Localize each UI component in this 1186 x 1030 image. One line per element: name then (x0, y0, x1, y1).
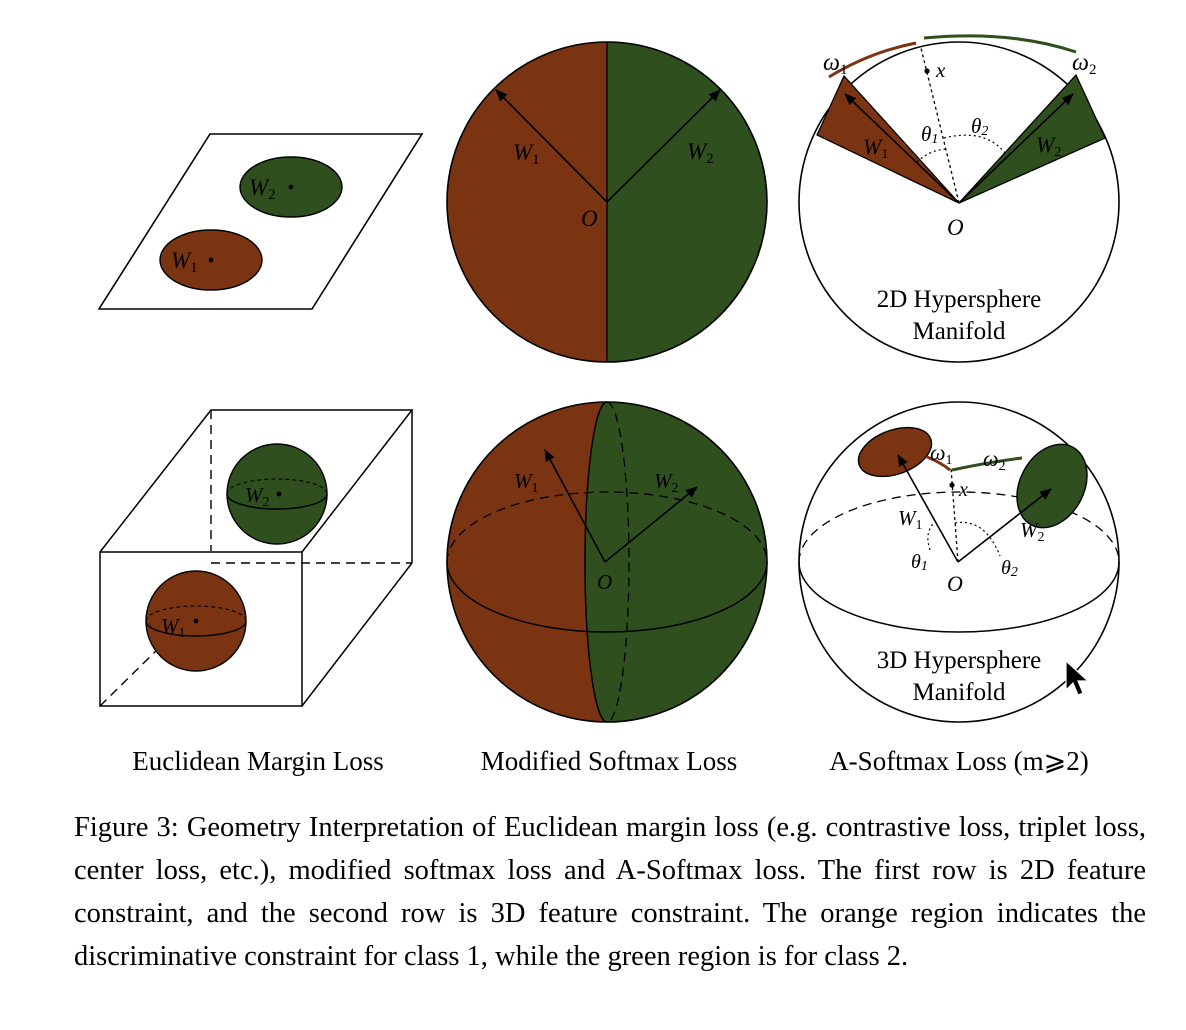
x-point (924, 68, 930, 74)
column-title-euclidean: Euclidean Margin Loss (132, 746, 383, 776)
class2-sector (958, 73, 1106, 204)
mouse-cursor-icon (1065, 659, 1090, 696)
column-title-asoftmax: A-Softmax Loss (m⩾2) (829, 746, 1089, 776)
equator-back (798, 491, 1120, 563)
w2-label: W2 (654, 469, 679, 496)
x-label: x (958, 479, 968, 501)
w1-label: W1 (513, 140, 540, 168)
class2-cap (1016, 443, 1088, 529)
w2-label: W2 (1036, 132, 1061, 160)
omega2-arc (951, 456, 1023, 472)
box-top-face (99, 409, 414, 553)
omega1-label: ω1 (930, 440, 953, 468)
theta1-arc (916, 148, 947, 163)
w2-point (276, 491, 282, 497)
meridian-back (606, 401, 630, 723)
asoftmax-2d-panel: ω1 ω2 x W1 W2 θ1 θ2 O 2D Hypersphere Man… (798, 34, 1120, 363)
box-front-face (99, 551, 303, 707)
theta1-label: θ1 (911, 551, 928, 574)
w2-label: W2 (687, 139, 714, 167)
class1-sector (816, 74, 960, 204)
w1-label: W1 (161, 614, 186, 641)
origin-label: O (597, 570, 612, 594)
equator-back (446, 491, 768, 563)
asoftmax-3d-panel: ω1 ω2 x W1 W2 θ1 θ2 O 3D Hypersphere Man… (798, 401, 1120, 723)
omega1-label: ω1 (823, 50, 847, 78)
theta1-arc (927, 521, 936, 551)
box-bottom-edge (301, 562, 413, 707)
euclidean-3d-panel: W2 W1 (99, 409, 414, 707)
manifold-label-line2: Manifold (912, 318, 1006, 345)
theta2-label: θ2 (1001, 557, 1018, 580)
w1-vector (897, 454, 959, 563)
w2-label: W2 (249, 175, 276, 203)
manifold-label-line1: 3D Hypersphere (877, 647, 1042, 674)
w2-vector (604, 486, 698, 563)
omega1-arc (828, 41, 917, 79)
w1-vector (495, 89, 608, 203)
omega1-arc (926, 455, 951, 472)
feature-plane (97, 133, 424, 310)
x-point (949, 482, 955, 488)
w1-label: W1 (514, 469, 539, 496)
w1-point (208, 257, 214, 263)
x-ray (920, 47, 960, 204)
origin-label: O (947, 571, 963, 596)
equator-front (446, 561, 768, 633)
sphere-equator-front (145, 620, 247, 637)
sphere-equator-back (146, 605, 246, 622)
theta2-label: θ2 (971, 114, 988, 139)
w1-vector (544, 449, 606, 563)
meridian-front (584, 401, 608, 723)
modified-softmax-3d-panel: W1 W2 O (446, 401, 768, 723)
figure-caption: Figure 3: Geometry Interpretation of Euc… (74, 812, 1146, 972)
sphere-equator-front (226, 493, 328, 510)
class2-half (585, 402, 767, 722)
origin-label: O (947, 215, 964, 240)
theta2-arc (943, 134, 1006, 154)
modified-softmax-2d-panel: W1 W2 O (446, 41, 768, 363)
x-label: x (935, 58, 946, 82)
sphere-equator-back (227, 478, 327, 495)
w2-vector (606, 89, 721, 203)
equator-front (798, 561, 1120, 633)
theta1-label: θ1 (921, 122, 938, 147)
omega2-arc (923, 34, 1077, 54)
w1-point (193, 618, 199, 624)
w2-vector (957, 488, 1052, 563)
column-title-modified: Modified Softmax Loss (481, 746, 738, 776)
w1-vector (844, 93, 960, 204)
w2-point (288, 184, 294, 190)
w1-label: W1 (898, 506, 923, 533)
w1-label: W1 (863, 134, 888, 162)
class1-cap (857, 426, 933, 478)
class1-half (447, 42, 607, 362)
manifold-label-line2: Manifold (912, 679, 1006, 706)
w2-vector (958, 93, 1074, 204)
manifold-label-line1: 2D Hypersphere (877, 286, 1042, 313)
origin-label: O (581, 206, 598, 231)
theta2-arc (954, 521, 1001, 557)
omega2-label: ω2 (983, 446, 1006, 474)
omega2-label: ω2 (1072, 50, 1096, 78)
euclidean-2d-panel: W1 W2 (97, 133, 424, 310)
hidden-edge (99, 641, 166, 707)
w1-label: W1 (171, 248, 198, 276)
w2-label: W2 (1020, 518, 1045, 545)
class2-half (607, 42, 767, 362)
w2-label: W2 (245, 483, 270, 510)
